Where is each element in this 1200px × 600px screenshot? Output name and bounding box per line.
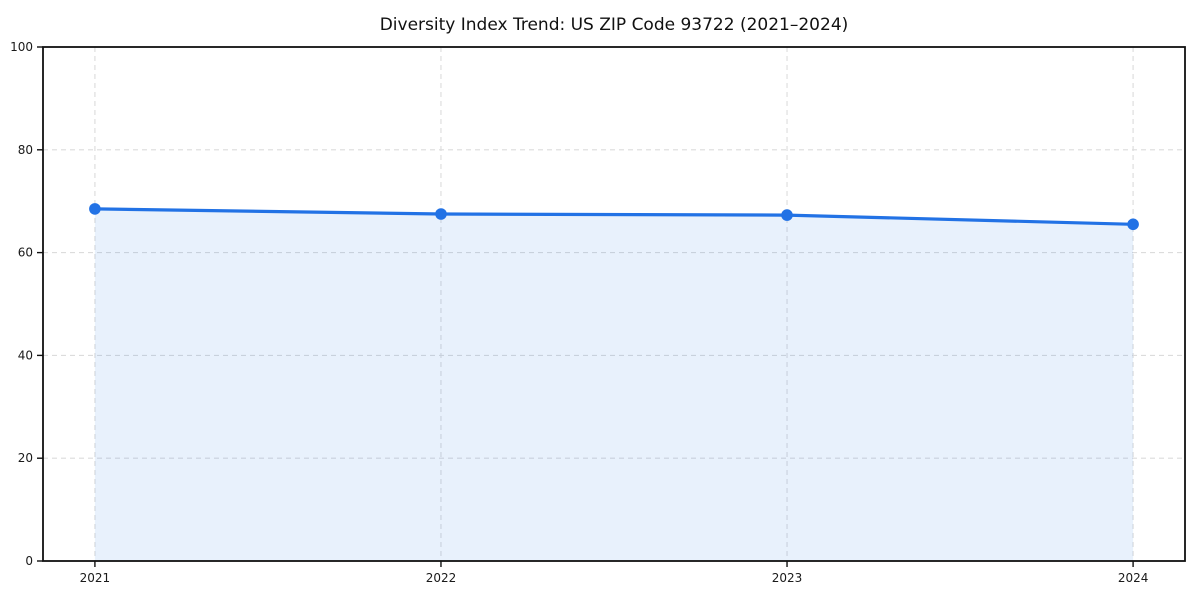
data-point: [1127, 218, 1139, 231]
plot-border: [42, 46, 1186, 562]
y-tick-label: 40: [18, 348, 33, 362]
area-fill: [94, 208, 1134, 561]
chart-title: Diversity Index Trend: US ZIP Code 93722…: [379, 15, 849, 35]
data-point: [435, 208, 447, 220]
y-tick-label: 0: [25, 554, 33, 568]
x-tick-label: 2024: [1118, 571, 1149, 585]
x-tick-label: 2023: [772, 571, 803, 585]
x-tick-label: 2021: [80, 571, 111, 585]
y-tick-label: 80: [18, 143, 33, 157]
y-tick-label: 100: [10, 40, 33, 54]
data-point: [781, 209, 793, 221]
y-tick-label: 60: [18, 246, 33, 260]
y-tick-label: 20: [18, 451, 33, 465]
data-point: [89, 203, 101, 215]
trend-line: [93, 207, 1135, 226]
x-tick-label: 2022: [426, 571, 457, 585]
